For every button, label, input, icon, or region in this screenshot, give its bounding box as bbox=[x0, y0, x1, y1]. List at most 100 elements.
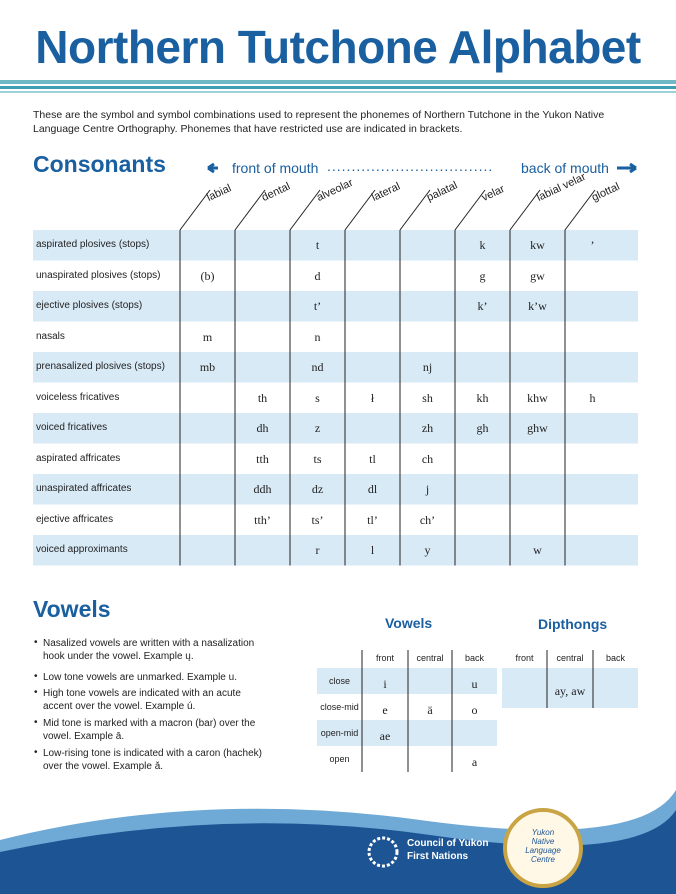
column-line bbox=[564, 189, 596, 231]
cell: z bbox=[314, 421, 321, 435]
stripe bbox=[0, 86, 676, 89]
cell: kw bbox=[530, 238, 545, 252]
cell: s bbox=[315, 390, 320, 405]
cell: k’w bbox=[528, 299, 547, 313]
stripe bbox=[0, 80, 676, 84]
cell: tth bbox=[256, 451, 269, 466]
cell: y bbox=[424, 543, 431, 557]
row-shade bbox=[33, 535, 638, 566]
cell: r bbox=[315, 543, 320, 557]
cell: h bbox=[589, 390, 596, 405]
column-line bbox=[399, 189, 431, 231]
cell: ae bbox=[379, 729, 391, 743]
row-label: voiceless fricatives bbox=[36, 391, 120, 403]
cell: n bbox=[314, 329, 321, 344]
vowels-heading: Vowels bbox=[33, 596, 111, 622]
row-shade bbox=[317, 720, 497, 746]
cell: th bbox=[257, 390, 268, 405]
cell: w bbox=[533, 543, 542, 557]
cell: khw bbox=[527, 390, 548, 405]
title: Northern Tutchone Alphabet bbox=[35, 21, 641, 73]
bullet: Nasalized vowels are written with a nasa… bbox=[43, 638, 255, 662]
cell: ł bbox=[370, 390, 375, 405]
cell: nd bbox=[311, 360, 324, 374]
row-label: voiced fricatives bbox=[36, 422, 108, 433]
column-header: front bbox=[515, 653, 534, 663]
cell: (b) bbox=[200, 268, 215, 283]
bullet-dot: • bbox=[34, 687, 38, 698]
bullet-dot: • bbox=[34, 671, 38, 682]
org-name: First Nations bbox=[407, 851, 469, 862]
column-header: back bbox=[464, 653, 484, 663]
row-shade bbox=[33, 413, 638, 444]
bullet: Mid tone is marked with a macron (bar) o… bbox=[43, 718, 256, 742]
cell: a bbox=[471, 755, 478, 769]
cell: e bbox=[382, 703, 388, 717]
column-line bbox=[509, 189, 541, 231]
cell: i bbox=[383, 677, 387, 691]
row-shade bbox=[502, 668, 638, 708]
cell: sh bbox=[422, 390, 433, 405]
cell: d bbox=[314, 268, 321, 283]
row-label: open bbox=[329, 754, 350, 764]
front-label: front of mouth bbox=[232, 160, 319, 176]
bullet: High tone vowels are indicated with an a… bbox=[43, 688, 241, 712]
row-label: unaspirated plosives (stops) bbox=[36, 269, 161, 281]
cell: dz bbox=[311, 482, 324, 496]
dots: .................................. bbox=[327, 158, 494, 174]
org-name: Council of Yukon bbox=[407, 838, 489, 849]
column-header: back bbox=[605, 653, 625, 663]
column-header: front bbox=[375, 653, 394, 663]
column-line bbox=[179, 189, 211, 231]
row-label: unaspirated affricates bbox=[36, 483, 132, 494]
bullet-dot: • bbox=[34, 747, 38, 758]
dipthong-table-title: Dipthongs bbox=[538, 616, 608, 632]
cell: kh bbox=[476, 390, 489, 405]
cell: mb bbox=[199, 360, 216, 374]
row-label: aspirated affricates bbox=[36, 452, 121, 464]
column-line bbox=[454, 189, 486, 231]
arrow-left bbox=[207, 162, 218, 174]
cell: k bbox=[479, 238, 486, 252]
cell: ’ bbox=[590, 238, 595, 252]
cell: ts bbox=[313, 451, 322, 466]
bullet-dot: • bbox=[34, 717, 38, 728]
row-shade bbox=[33, 474, 638, 505]
cell: tth’ bbox=[254, 512, 271, 527]
cell: dl bbox=[367, 482, 378, 496]
cell: ch bbox=[421, 451, 434, 466]
row-label: close bbox=[328, 676, 350, 686]
row-label: ejective affricates bbox=[36, 513, 114, 525]
cell: gw bbox=[530, 268, 545, 283]
column-header: central bbox=[416, 653, 444, 663]
bullet: Low-rising tone is indicated with a caro… bbox=[43, 748, 262, 772]
cell: zh bbox=[421, 421, 434, 435]
cell: j bbox=[425, 482, 430, 496]
cell: ghw bbox=[527, 421, 548, 435]
row-label: open-mid bbox=[320, 728, 359, 738]
cell: dh bbox=[256, 421, 269, 435]
row-label: voiced approximants bbox=[36, 544, 128, 555]
column-line bbox=[289, 189, 321, 231]
cell: u bbox=[471, 677, 478, 691]
cell: tl bbox=[369, 451, 376, 466]
council-logo bbox=[367, 836, 399, 868]
cell: k’ bbox=[477, 299, 488, 313]
arrow-right bbox=[617, 162, 637, 174]
cell: ch’ bbox=[419, 512, 436, 527]
bullet-dot: • bbox=[34, 637, 38, 648]
column-header: central bbox=[556, 653, 584, 663]
footer-wave bbox=[0, 810, 676, 894]
cell: ay, aw bbox=[554, 684, 586, 698]
back-label: back of mouth bbox=[521, 160, 609, 176]
cell: tl’ bbox=[367, 512, 378, 527]
cell: o bbox=[471, 703, 478, 717]
logo-text: Yukon Native Language Centre bbox=[525, 828, 561, 864]
row-shade bbox=[33, 230, 638, 261]
row-shade bbox=[33, 352, 638, 383]
cell: ä bbox=[427, 703, 433, 717]
stripe bbox=[0, 91, 676, 93]
column-line bbox=[344, 189, 376, 231]
